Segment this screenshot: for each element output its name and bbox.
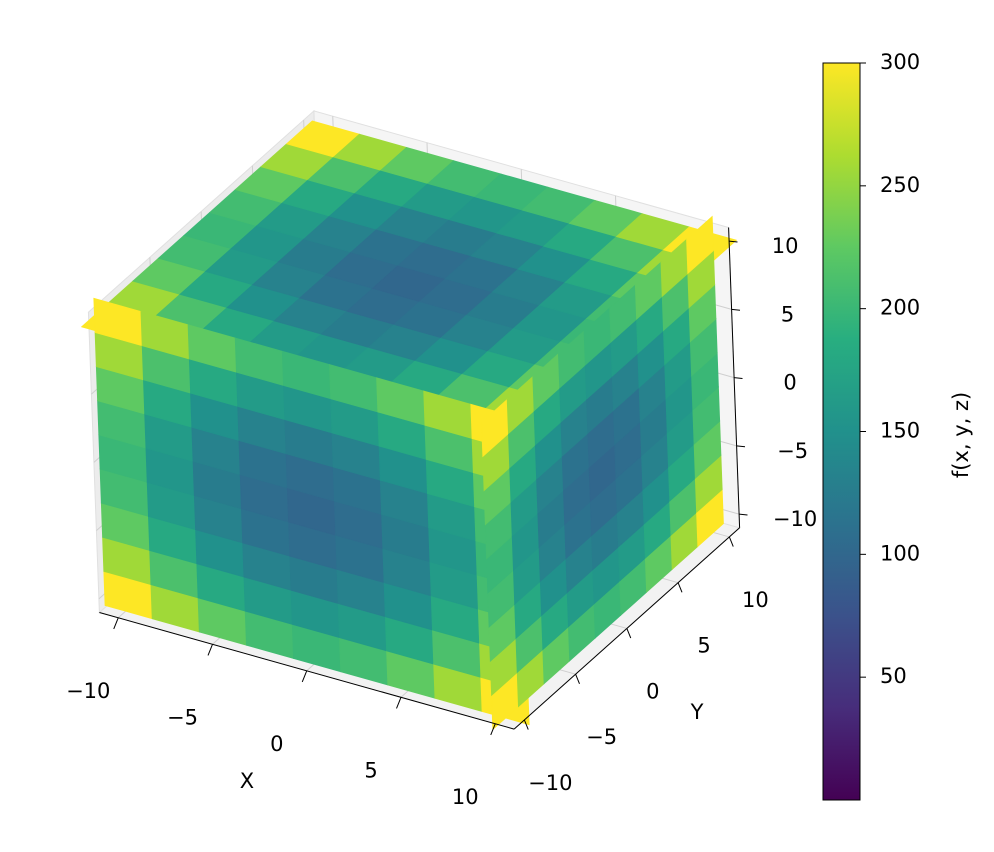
tick-mark <box>734 377 743 380</box>
tick-mark <box>739 513 748 516</box>
tick-mark <box>736 445 746 448</box>
tick-label: −10 <box>66 679 110 703</box>
tick-label: 10 <box>742 588 769 612</box>
tick-label: −5 <box>777 439 808 463</box>
colorbar-tick-label: 150 <box>880 419 920 443</box>
tick-mark <box>113 617 119 630</box>
tick-label: −10 <box>528 771 572 795</box>
y-axis-label: Y <box>690 700 704 724</box>
tick-label: 10 <box>452 785 479 809</box>
tick-mark <box>523 719 529 730</box>
tick-mark <box>490 723 496 736</box>
tick-mark <box>396 697 402 709</box>
tick-label: 5 <box>781 302 794 326</box>
colorbar-tick-label: 100 <box>880 541 920 565</box>
tick-label: −10 <box>773 507 817 531</box>
tick-label: 0 <box>646 679 659 703</box>
tick-mark <box>728 536 734 547</box>
tick-label: −5 <box>167 705 198 729</box>
colorbar-tick-label: 50 <box>880 664 907 688</box>
colorbar <box>822 62 861 801</box>
tick-label: 5 <box>697 634 710 658</box>
tick-mark <box>677 582 683 593</box>
tick-label: 10 <box>772 234 799 258</box>
tick-label: 0 <box>270 732 283 756</box>
axis-line <box>513 527 740 730</box>
data-point <box>686 215 714 275</box>
colorbar-label: f(x, y, z) <box>949 392 973 478</box>
tick-label: −5 <box>586 725 617 749</box>
tick-mark <box>731 308 741 311</box>
tick-label: 5 <box>364 758 377 782</box>
colorbar-tick-label: 300 <box>880 50 920 74</box>
colorbar-tick-label: 200 <box>880 296 920 320</box>
tick-mark <box>729 240 738 243</box>
x-axis-label: X <box>240 769 254 793</box>
tick-mark <box>207 644 213 656</box>
tick-mark <box>575 674 580 684</box>
tick-mark <box>626 628 632 639</box>
tick-label: 0 <box>783 371 796 395</box>
tick-mark <box>301 670 308 683</box>
colorbar-tick-label: 250 <box>880 173 920 197</box>
